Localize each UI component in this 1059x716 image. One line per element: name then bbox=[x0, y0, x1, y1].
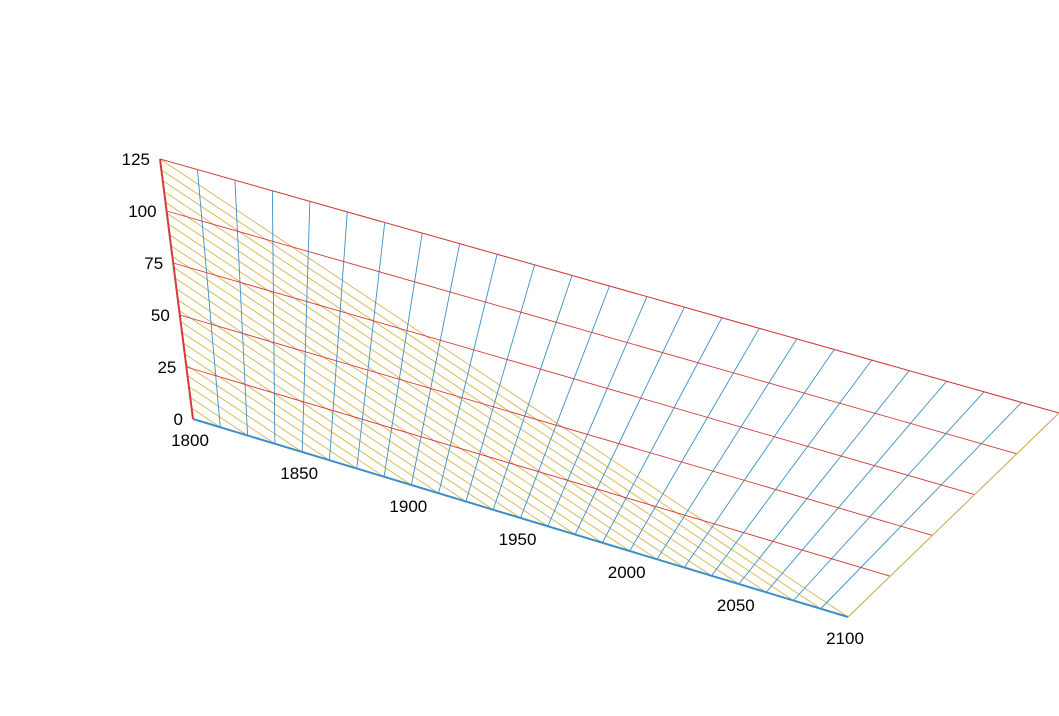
grid-c-line bbox=[179, 310, 467, 502]
grid-b-line bbox=[173, 262, 975, 496]
grid-a-line bbox=[356, 222, 386, 469]
grid-a-line bbox=[329, 211, 348, 461]
grid-c-line bbox=[162, 180, 794, 601]
grid-c-line bbox=[172, 256, 603, 544]
grid-a-line bbox=[820, 402, 1022, 610]
axis-a-tick-label: 2000 bbox=[608, 563, 646, 582]
axis-b-tick-label: 25 bbox=[157, 358, 176, 377]
grid-c-line bbox=[159, 158, 849, 618]
grid-c-line bbox=[169, 234, 658, 560]
grid-c-line bbox=[185, 364, 330, 461]
axis-b-tick-label: 0 bbox=[174, 410, 183, 429]
grid-a-line bbox=[656, 338, 798, 560]
axis-b-tick-labels: 0 25 50 75 100 125 bbox=[122, 150, 183, 429]
axis-b-line bbox=[159, 158, 194, 420]
axis-a-tick-label: 1850 bbox=[280, 464, 318, 483]
grid-a-line bbox=[520, 285, 610, 519]
grid-b-line bbox=[186, 366, 891, 577]
axes bbox=[159, 158, 1059, 618]
axis-b-tick-label: 125 bbox=[122, 150, 150, 169]
axis-a-tick-labels: 1800 1850 1900 1950 2000 2050 2100 bbox=[171, 431, 864, 648]
grid-a-line bbox=[574, 306, 685, 535]
grid-a-line bbox=[383, 233, 423, 477]
grid-c-line bbox=[176, 288, 521, 519]
grid-a-line bbox=[601, 317, 723, 543]
grid-c-line bbox=[180, 321, 439, 494]
axis-a-tick-label: 1800 bbox=[171, 431, 209, 450]
grid-a-line bbox=[301, 201, 311, 453]
axis-c-line bbox=[847, 412, 1059, 618]
grid-a-line bbox=[547, 296, 648, 527]
grid-a-line bbox=[234, 180, 249, 436]
grid-c-lines bbox=[159, 158, 849, 618]
grid-b-line bbox=[166, 210, 1017, 455]
grid-a-line bbox=[197, 169, 221, 428]
grid-c-line bbox=[173, 266, 576, 535]
grid-a-line bbox=[465, 264, 536, 502]
grid-a-line bbox=[738, 370, 910, 585]
grid-a-line bbox=[492, 275, 573, 510]
grid-c-line bbox=[184, 353, 357, 469]
grid-c-line bbox=[161, 169, 821, 610]
grid-c-line bbox=[181, 331, 412, 486]
axis-a-tick-label: 2100 bbox=[826, 629, 864, 648]
grid-a-line bbox=[438, 254, 498, 494]
axis-b-tick-label: 75 bbox=[144, 254, 163, 273]
grid-c-line bbox=[188, 386, 276, 445]
grid-a-line bbox=[711, 359, 873, 577]
axis-a-line bbox=[192, 418, 849, 618]
grid-c-line bbox=[187, 375, 303, 453]
grid-c-line bbox=[183, 342, 385, 478]
grid-c-line bbox=[191, 407, 221, 428]
axis-b-tick-label: 100 bbox=[128, 202, 156, 221]
grid-c-line bbox=[165, 201, 740, 585]
axis-b-tick-label: 50 bbox=[151, 306, 170, 325]
grid-a-line bbox=[629, 328, 760, 552]
grid-a-line bbox=[793, 391, 985, 601]
grid-c-line bbox=[177, 299, 494, 511]
grid-a-lines bbox=[197, 169, 1059, 618]
grid-a-line bbox=[410, 243, 461, 486]
grid-a-line bbox=[765, 380, 947, 593]
axis-a-tick-label: 2050 bbox=[717, 596, 755, 615]
grid-c-line bbox=[170, 245, 630, 552]
grid-a-line bbox=[271, 190, 276, 444]
axis-a-tick-label: 1950 bbox=[499, 530, 537, 549]
grid-c-line bbox=[174, 277, 549, 527]
grid-b-line bbox=[179, 314, 933, 536]
axis-b-max-line bbox=[159, 158, 1059, 414]
axis-a-tick-label: 1900 bbox=[389, 497, 427, 516]
grid-c-line bbox=[166, 212, 712, 577]
grid-c-line bbox=[163, 191, 767, 593]
grid-a-line bbox=[683, 349, 835, 568]
grid-c-line bbox=[168, 223, 685, 568]
